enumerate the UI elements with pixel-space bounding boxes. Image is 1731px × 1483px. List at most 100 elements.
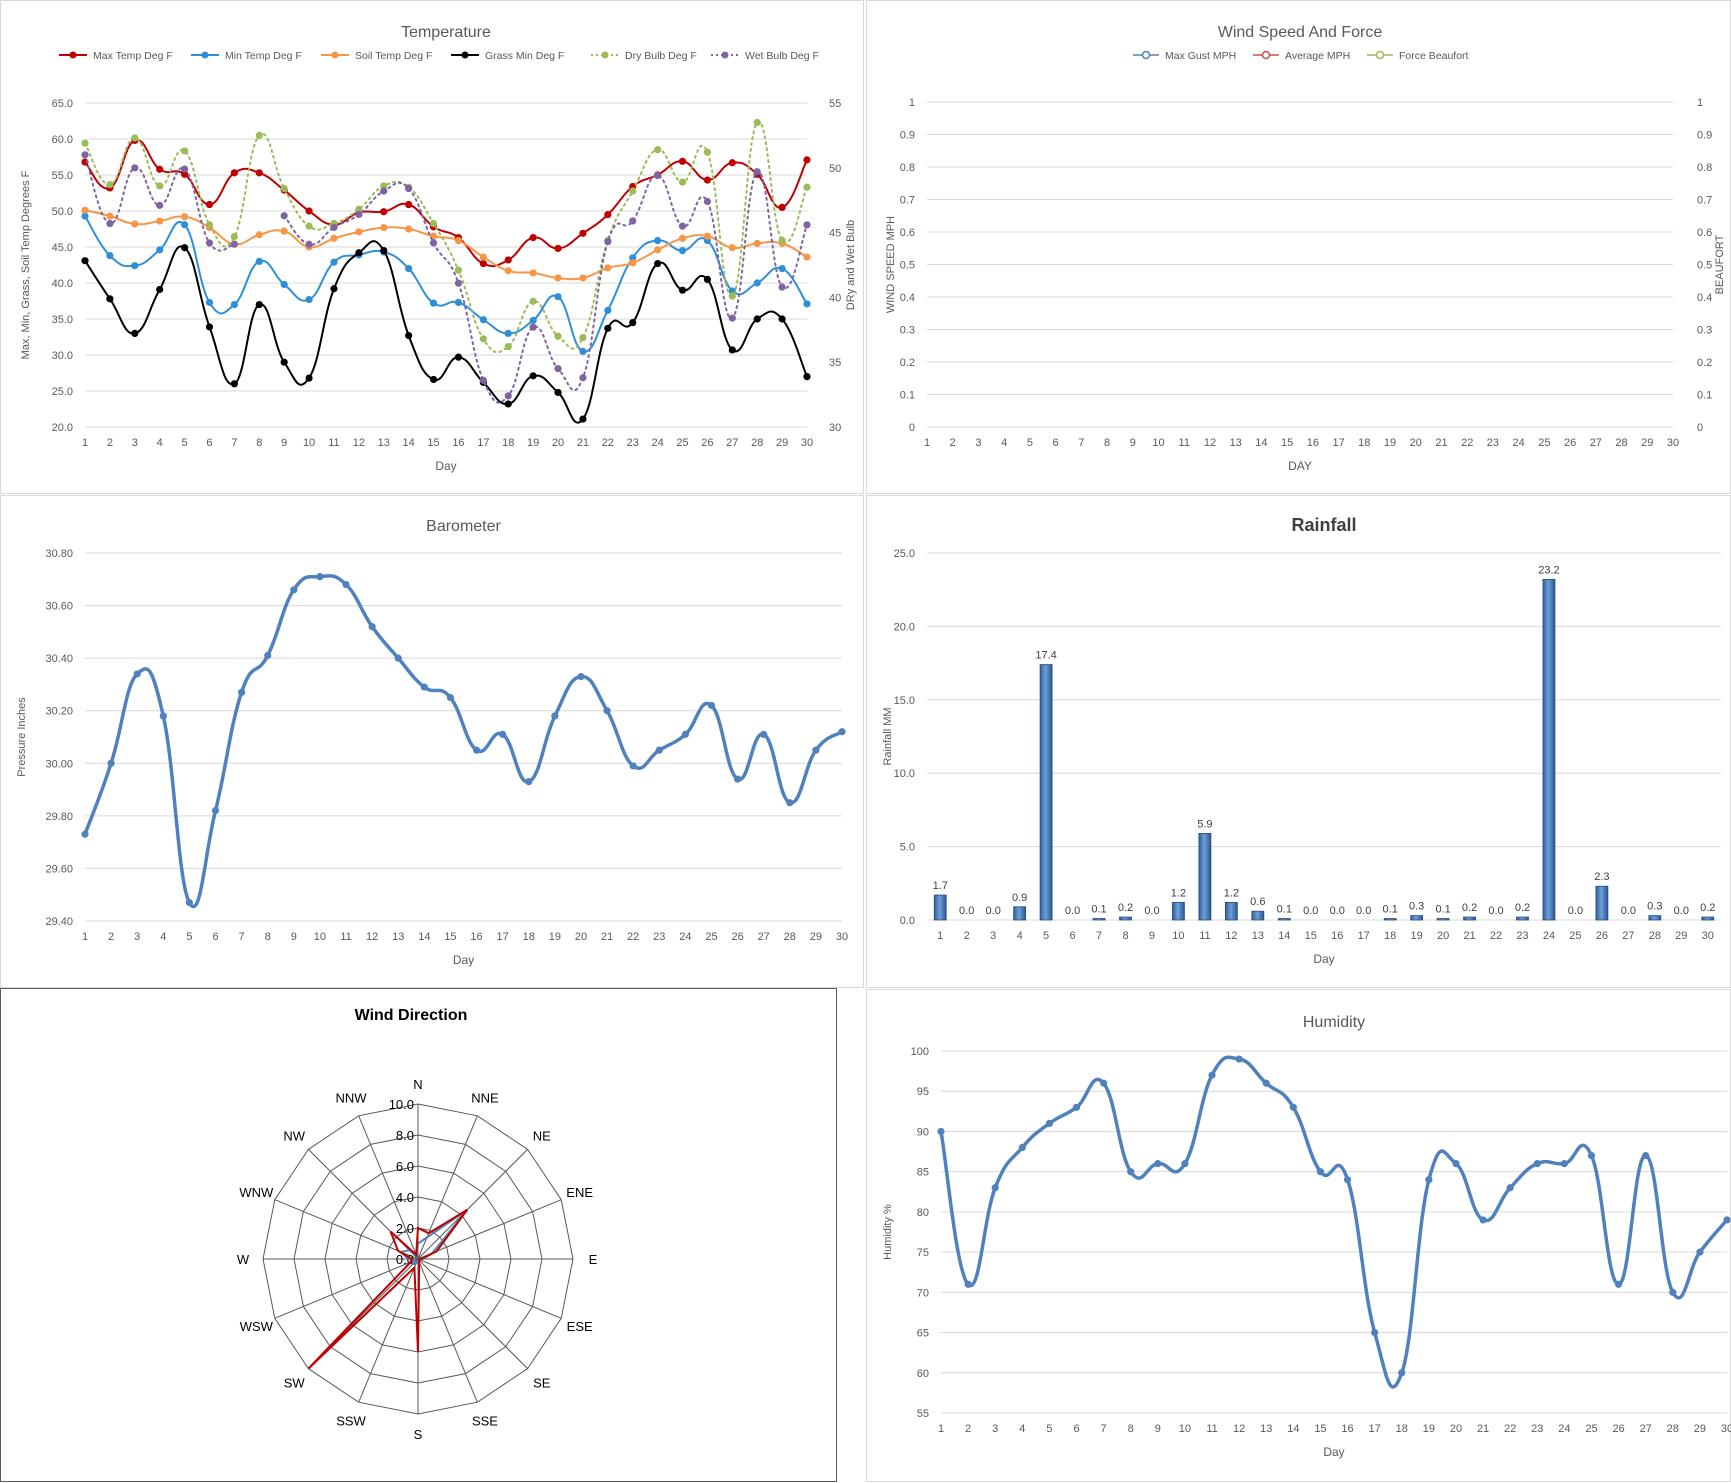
series-line bbox=[84, 240, 808, 424]
x-tick-label: 20 bbox=[1410, 437, 1422, 449]
data-point bbox=[529, 372, 537, 380]
x-tick-label: 15 bbox=[427, 437, 439, 449]
rain-bar bbox=[1277, 918, 1291, 921]
radar-spoke bbox=[417, 1149, 528, 1260]
x-tick-label: 29 bbox=[810, 931, 822, 943]
legend-marker bbox=[201, 51, 209, 59]
x-tick-label: 11 bbox=[328, 437, 339, 449]
data-point bbox=[106, 181, 114, 189]
data-point bbox=[205, 200, 214, 209]
data-point bbox=[728, 292, 736, 300]
data-point bbox=[1371, 1328, 1379, 1337]
x-tick-label: 18 bbox=[1396, 1423, 1408, 1435]
data-point bbox=[654, 171, 662, 180]
data-label: 0.0 bbox=[1674, 905, 1689, 917]
x-tick-label: 1 bbox=[938, 1423, 944, 1435]
series-line bbox=[84, 215, 808, 353]
y-tick-label: 0.1 bbox=[900, 390, 915, 402]
data-point bbox=[579, 333, 587, 342]
data-point bbox=[760, 730, 768, 738]
x-tick-label: 7 bbox=[231, 437, 237, 449]
data-point bbox=[1533, 1160, 1541, 1168]
x-tick-label: 8 bbox=[265, 931, 271, 943]
data-point bbox=[629, 187, 637, 195]
data-point bbox=[380, 247, 388, 255]
direction-label: ESE bbox=[567, 1319, 593, 1334]
data-point bbox=[554, 332, 562, 340]
data-point bbox=[733, 775, 742, 783]
x-tick-label: 23 bbox=[1487, 437, 1499, 449]
y-tick-label: 35.0 bbox=[52, 314, 73, 326]
x-tick-label: 26 bbox=[1564, 437, 1576, 449]
data-point bbox=[280, 212, 288, 220]
data-point bbox=[707, 701, 716, 710]
rain-bar bbox=[1648, 915, 1662, 921]
direction-label: W bbox=[237, 1252, 250, 1267]
x-tick-label: 2 bbox=[965, 1423, 971, 1435]
data-point bbox=[429, 299, 438, 307]
x-tick-label: 7 bbox=[1078, 437, 1084, 449]
data-point bbox=[205, 221, 214, 229]
x-tick-label: 6 bbox=[1073, 1423, 1079, 1435]
data-point bbox=[529, 316, 537, 325]
data-point bbox=[991, 1184, 999, 1192]
x-tick-label: 29 bbox=[1694, 1423, 1706, 1435]
data-label: 2.3 bbox=[1594, 871, 1609, 883]
data-point bbox=[429, 375, 438, 384]
rain-bar bbox=[1383, 918, 1397, 921]
y-tick-label: 0.5 bbox=[900, 260, 915, 272]
y2-tick-label: 55 bbox=[829, 98, 841, 110]
y-tick-label: 29.60 bbox=[45, 863, 73, 875]
x-tick-label: 17 bbox=[1358, 930, 1370, 942]
legend-label: Average MPH bbox=[1285, 50, 1350, 62]
data-point bbox=[330, 234, 338, 242]
data-point bbox=[368, 623, 376, 631]
x-tick-label: 9 bbox=[1155, 1423, 1161, 1435]
y2-axis-title: DRy and Wet Bulb bbox=[845, 220, 857, 310]
y-axis-title: Humidity % bbox=[882, 1204, 894, 1260]
x-tick-label: 10 bbox=[303, 437, 315, 449]
data-label: 0.0 bbox=[1144, 905, 1159, 917]
y-tick-label: 5.0 bbox=[900, 842, 915, 854]
data-point bbox=[604, 324, 612, 332]
y-tick-label: 60.0 bbox=[52, 134, 73, 146]
data-point bbox=[1154, 1160, 1162, 1168]
data-point bbox=[380, 223, 388, 232]
y-tick-label: 0.4 bbox=[900, 292, 915, 304]
y-tick-label: 10.0 bbox=[894, 768, 915, 780]
data-point bbox=[420, 683, 428, 691]
data-point bbox=[479, 253, 487, 261]
x-tick-label: 16 bbox=[470, 931, 482, 943]
y-tick-label: 55 bbox=[917, 1408, 929, 1420]
y-tick-label: 40.0 bbox=[52, 278, 73, 290]
data-label: 0.3 bbox=[1647, 901, 1662, 913]
y-tick-label: 25.0 bbox=[52, 386, 73, 398]
x-tick-label: 9 bbox=[291, 931, 297, 943]
data-point bbox=[1045, 1119, 1054, 1127]
data-point bbox=[131, 329, 139, 337]
radar-series bbox=[398, 1208, 469, 1267]
y2-tick-label: 1 bbox=[1697, 97, 1703, 109]
x-tick-label: 23 bbox=[627, 437, 639, 449]
x-tick-label: 9 bbox=[1149, 930, 1155, 942]
data-label: 0.0 bbox=[1488, 905, 1503, 917]
x-tick-label: 26 bbox=[1612, 1423, 1624, 1435]
x-tick-label: 16 bbox=[1307, 437, 1319, 449]
x-tick-label: 5 bbox=[182, 437, 188, 449]
data-point bbox=[133, 670, 141, 678]
x-tick-label: 26 bbox=[731, 931, 743, 943]
data-label: 0.1 bbox=[1383, 904, 1398, 916]
data-point bbox=[529, 269, 537, 277]
x-tick-label: 27 bbox=[1590, 437, 1602, 449]
data-point bbox=[1614, 1280, 1623, 1288]
x-tick-label: 24 bbox=[1558, 1423, 1570, 1435]
rain-bar bbox=[1198, 832, 1212, 921]
data-point bbox=[180, 213, 189, 221]
rain-bar bbox=[1092, 918, 1106, 921]
x-tick-label: 16 bbox=[1331, 930, 1343, 942]
data-point bbox=[1669, 1288, 1677, 1296]
data-point bbox=[255, 301, 263, 309]
x-tick-label: 7 bbox=[239, 931, 245, 943]
data-label: 0.9 bbox=[1012, 892, 1027, 904]
